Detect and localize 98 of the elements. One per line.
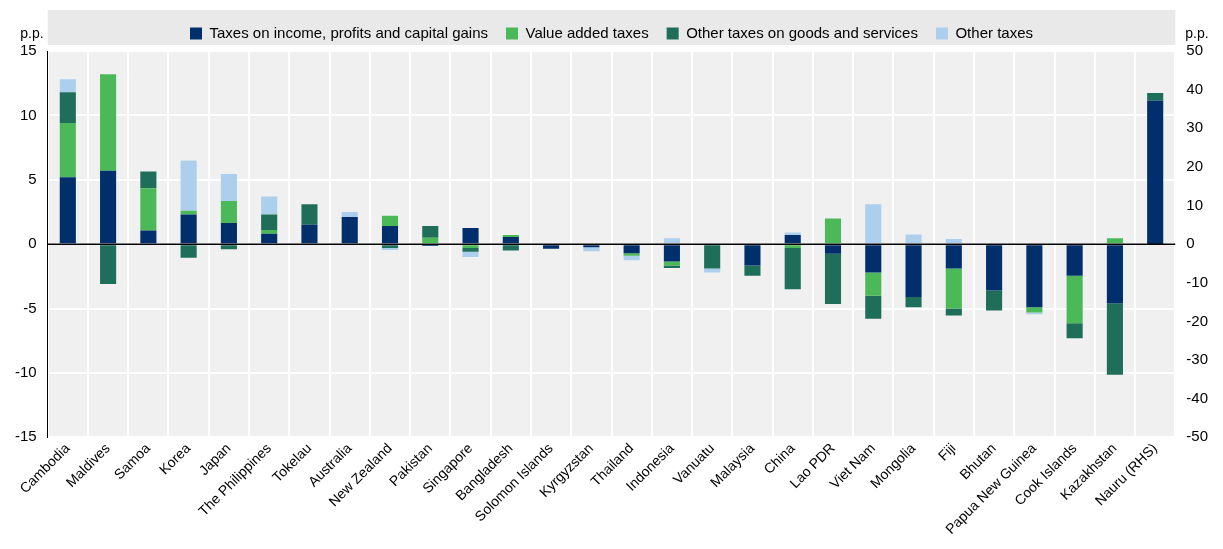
bar xyxy=(1106,245,1123,304)
bar xyxy=(663,245,680,262)
y2-tick-label: -30 xyxy=(1186,350,1209,368)
legend-label: Other taxes xyxy=(955,23,1033,41)
bar xyxy=(945,268,962,309)
bar xyxy=(945,308,962,316)
y2-tick-label: 0 xyxy=(1186,234,1195,252)
y-tick-label: 15 xyxy=(19,41,37,59)
y2-tick-label: 30 xyxy=(1186,118,1204,136)
bar xyxy=(422,226,439,238)
y-axis-title: p.p. xyxy=(20,24,44,41)
legend-label: Other taxes on goods and services xyxy=(686,23,918,41)
bar xyxy=(865,272,882,296)
y2-tick-label: 10 xyxy=(1186,195,1204,213)
bar xyxy=(220,245,237,250)
bar xyxy=(865,245,882,273)
bar xyxy=(220,173,237,201)
bar xyxy=(1066,323,1083,339)
y2-tick-label: -50 xyxy=(1186,427,1209,445)
bar xyxy=(986,290,1003,311)
y-tick-label: 5 xyxy=(28,169,37,187)
bar xyxy=(986,245,1003,291)
bar xyxy=(261,214,278,230)
y-tick-label: 10 xyxy=(19,105,37,123)
bar xyxy=(180,214,197,244)
bar xyxy=(261,196,278,215)
bar xyxy=(100,170,117,244)
bar xyxy=(744,245,761,266)
bar xyxy=(583,247,600,252)
bar xyxy=(502,237,519,244)
bar xyxy=(543,245,560,249)
bar xyxy=(381,226,399,244)
bar xyxy=(140,188,157,231)
bar xyxy=(623,245,640,254)
bar xyxy=(704,245,721,269)
legend-label: Taxes on income, profits and capital gains xyxy=(209,23,489,41)
bar xyxy=(824,218,842,244)
y-tick-label: -5 xyxy=(23,298,37,316)
bar xyxy=(905,296,922,308)
bar xyxy=(462,228,479,244)
bar xyxy=(180,210,197,215)
bar xyxy=(784,235,801,244)
bar xyxy=(744,265,761,276)
bar xyxy=(1026,307,1043,313)
y-tick-label: -10 xyxy=(14,363,37,381)
bar xyxy=(784,245,801,248)
bar xyxy=(865,204,882,244)
bar xyxy=(100,245,117,285)
bar xyxy=(381,215,399,227)
bar xyxy=(220,201,237,223)
y-tick-label: -15 xyxy=(14,427,37,445)
y2-tick-label: 50 xyxy=(1186,41,1204,59)
bar xyxy=(59,177,76,244)
bar xyxy=(341,217,358,244)
bar xyxy=(462,248,479,252)
bar xyxy=(784,248,801,290)
bar xyxy=(663,265,680,268)
bar xyxy=(865,295,882,319)
legend-label: Value added taxes xyxy=(525,23,649,41)
bar xyxy=(462,251,479,258)
bar xyxy=(180,245,197,258)
bar xyxy=(824,245,842,254)
y2-tick-label: 20 xyxy=(1186,157,1204,175)
bar xyxy=(220,222,237,244)
bar xyxy=(301,204,318,225)
bar xyxy=(945,238,962,244)
bar xyxy=(945,245,962,269)
bar xyxy=(180,160,197,211)
bar xyxy=(1066,275,1083,324)
bar xyxy=(905,234,922,244)
bar xyxy=(502,245,519,251)
bar xyxy=(341,211,358,218)
bar xyxy=(261,229,278,234)
bar xyxy=(1066,245,1083,276)
bar xyxy=(905,245,922,297)
bar xyxy=(1026,245,1043,308)
bar xyxy=(623,253,640,256)
bar xyxy=(1106,303,1123,375)
bar xyxy=(140,171,157,189)
y2-tick-label: -40 xyxy=(1186,388,1209,406)
bar xyxy=(59,92,76,124)
y2-tick-label: -10 xyxy=(1186,272,1209,290)
y2-tick-label: -20 xyxy=(1186,311,1209,329)
bar xyxy=(462,245,479,248)
bar xyxy=(663,238,680,244)
bar xyxy=(422,237,439,244)
bar xyxy=(100,74,117,171)
y2-tick-label: 40 xyxy=(1186,79,1204,97)
bar xyxy=(59,79,76,93)
bar xyxy=(1106,238,1123,244)
bar xyxy=(140,230,157,244)
bar xyxy=(261,233,278,244)
bar xyxy=(824,253,842,305)
x-tick-label: Fiji xyxy=(934,439,959,464)
bar xyxy=(59,123,76,178)
y-tick-label: 0 xyxy=(28,234,37,252)
bar xyxy=(301,224,318,244)
y2-axis-title: p.p. xyxy=(1185,24,1209,41)
